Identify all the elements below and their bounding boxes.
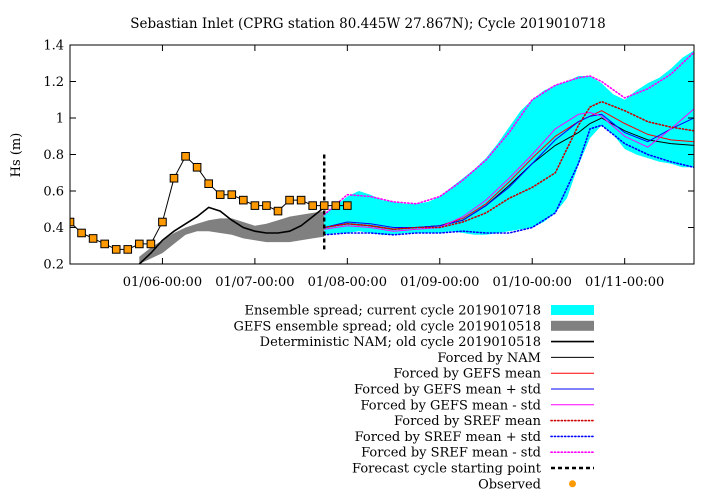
observed-point xyxy=(135,239,144,249)
observed-point xyxy=(169,173,179,183)
legend-label: Forced by GEFS mean - std xyxy=(360,398,541,413)
observed-point xyxy=(273,206,283,216)
legend-label: Forced by SREF mean + std xyxy=(355,430,541,445)
legend-label: Forecast cycle starting point xyxy=(352,462,542,477)
observed-point xyxy=(250,201,260,210)
y-tick-label: 1 xyxy=(56,112,64,127)
legend-label: Ensemble spread; current cycle 201901071… xyxy=(245,304,541,319)
x-tick-label: 01/10-00:00 xyxy=(493,275,572,290)
legend-label: Deterministic NAM; old cycle 2019010518 xyxy=(260,335,541,350)
observed-point xyxy=(181,152,190,161)
band-gefs-ensemble-spread-old-cycle-2019010518 xyxy=(139,211,325,264)
observed-point xyxy=(123,245,133,254)
observed-point xyxy=(227,190,237,199)
chart-title: Sebastian Inlet (CPRG station 80.445W 27… xyxy=(130,16,605,32)
y-tick-label: 0.2 xyxy=(43,258,64,273)
legend-item-forced-by-gefs-mean-std: Forced by GEFS mean + std xyxy=(354,383,594,398)
y-tick-label: 0.4 xyxy=(43,221,64,236)
legend-label: Observed xyxy=(478,477,541,492)
observed-point xyxy=(158,217,167,227)
x-tick-label: 01/07-00:00 xyxy=(215,275,294,290)
observed-point xyxy=(204,179,213,188)
x-tick-label: 01/11-00:00 xyxy=(585,275,664,290)
observed-point xyxy=(77,228,86,238)
y-tick-label: 1.4 xyxy=(43,39,64,54)
observed-point xyxy=(285,195,294,205)
legend-swatch xyxy=(551,320,594,331)
observed-point xyxy=(100,239,109,249)
legend-label: Forced by GEFS mean + std xyxy=(354,383,541,398)
legend-item-forced-by-sref-mean: Forced by SREF mean xyxy=(394,414,595,429)
legend-swatch xyxy=(569,480,576,488)
legend-item-forced-by-sref-mean-std: Forced by SREF mean - std xyxy=(361,446,595,461)
legend: Ensemble spread; current cycle 201901071… xyxy=(233,304,595,492)
observed-point xyxy=(88,234,98,243)
line-deterministic-nam-old-cycle-2019010518 xyxy=(138,206,325,264)
line-forced-by-gefs-mean-std xyxy=(324,108,694,232)
observed-point xyxy=(70,217,75,227)
legend-item-forced-by-gefs-mean-std: Forced by GEFS mean - std xyxy=(360,398,594,413)
observed-point xyxy=(192,162,202,172)
line-forced-by-sref-mean xyxy=(323,100,694,231)
legend-swatch xyxy=(551,305,594,315)
legend-item-forecast-cycle-starting-point: Forecast cycle starting point xyxy=(352,462,594,477)
observed-point xyxy=(331,201,341,210)
observed-point xyxy=(111,245,121,254)
line-forced-by-sref-mean-std xyxy=(323,124,694,236)
observed-point xyxy=(262,201,271,210)
legend-label: Forced by GEFS mean xyxy=(393,367,541,382)
y-axis-label: Hs (m) xyxy=(9,133,24,178)
line-forced-by-gefs-mean-std xyxy=(324,113,694,228)
observed-point xyxy=(215,190,225,199)
legend-item-forced-by-gefs-mean: Forced by GEFS mean xyxy=(393,367,594,382)
legend-label: Forced by SREF mean - std xyxy=(361,446,541,461)
legend-label: Forced by SREF mean xyxy=(394,414,542,429)
x-tick-label: 01/08-00:00 xyxy=(308,275,387,290)
line-forced-by-sref-mean-std xyxy=(323,51,694,216)
observed-points xyxy=(70,152,352,254)
observed-point xyxy=(343,201,352,210)
legend-item-deterministic-nam-old-cycle-2019010518: Deterministic NAM; old cycle 2019010518 xyxy=(260,335,594,350)
observed-point xyxy=(296,195,306,205)
observed-point xyxy=(319,201,329,210)
observed-point xyxy=(239,195,248,205)
x-tick-label: 01/09-00:00 xyxy=(400,275,479,290)
legend-item-ensemble-spread-current-cycle-2019010718: Ensemble spread; current cycle 201901071… xyxy=(245,304,594,319)
observed-point xyxy=(146,239,156,249)
y-tick-label: 1.2 xyxy=(43,75,64,90)
legend-item-observed: Observed xyxy=(478,477,576,492)
observed-point xyxy=(308,201,317,210)
legend-item-gefs-ensemble-spread-old-cycle-2019010518: GEFS ensemble spread; old cycle 20190105… xyxy=(233,319,594,334)
y-tick-label: 0.8 xyxy=(43,148,64,163)
axes-frame: 0.2 0.4 0.6 0.8 1 1.2 1.4 01/06-00:00 01/07-00:0… xyxy=(43,39,695,290)
band-ensemble-spread-current-cycle-2019010718 xyxy=(324,50,694,235)
x-tick-label: 01/06-00:00 xyxy=(123,275,202,290)
plot-area xyxy=(70,50,694,264)
legend-label: Forced by NAM xyxy=(437,351,541,366)
legend-item-forced-by-sref-mean-std: Forced by SREF mean + std xyxy=(355,430,595,445)
legend-item-forced-by-nam: Forced by NAM xyxy=(437,351,594,366)
legend-label: GEFS ensemble spread; old cycle 20190105… xyxy=(233,319,541,334)
y-tick-label: 0.6 xyxy=(43,185,64,200)
